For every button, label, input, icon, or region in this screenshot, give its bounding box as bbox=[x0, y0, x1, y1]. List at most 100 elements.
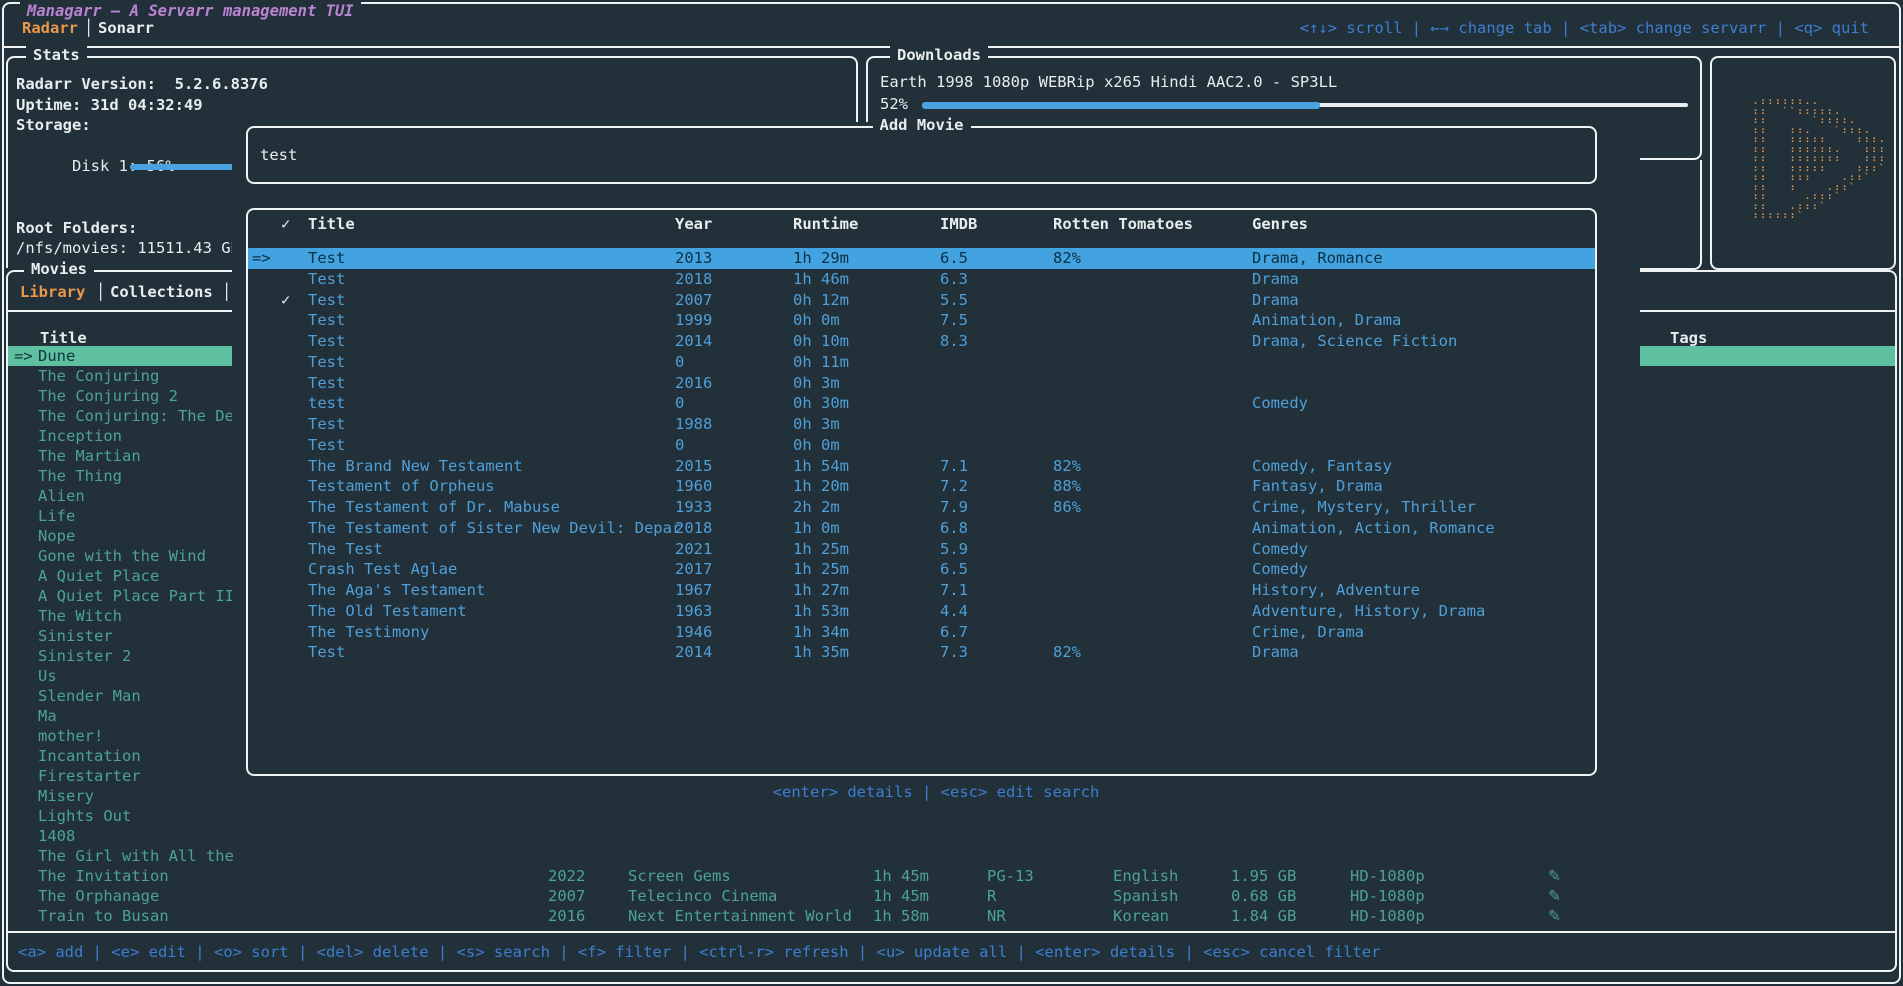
result-year: 1960 bbox=[675, 477, 713, 496]
movie-title: The Conjuring 2 bbox=[38, 387, 178, 405]
selection-arrow: => bbox=[252, 249, 271, 267]
result-imdb: 5.5 bbox=[940, 290, 968, 309]
movie-title: A Quiet Place Part II bbox=[38, 587, 234, 605]
movie-title: Firestarter bbox=[38, 767, 141, 785]
movie-title: Life bbox=[38, 507, 76, 525]
movies-tab-collections[interactable]: Collections bbox=[110, 283, 213, 301]
result-runtime: 0h 0m bbox=[793, 311, 840, 330]
result-title: The Brand New Testament bbox=[308, 456, 523, 475]
result-row[interactable]: Test 0 0h 0m bbox=[248, 435, 1595, 456]
movie-row[interactable]: 1408 bbox=[8, 826, 1895, 846]
result-row[interactable]: The Testimony 1946 1h 34m 6.7 Crime, Dra… bbox=[248, 622, 1595, 643]
movie-row[interactable]: The Thing bbox=[8, 466, 1895, 486]
result-row[interactable]: Testament of Orpheus 1960 1h 20m 7.2 88%… bbox=[248, 476, 1595, 497]
movie-row[interactable]: Train to Busan 2016 Next Entertainment W… bbox=[8, 906, 1895, 926]
tab-sonarr[interactable]: Sonarr bbox=[98, 19, 154, 37]
movie-row[interactable]: The Conjuring bbox=[8, 366, 1895, 386]
movie-row[interactable]: Slender Man bbox=[8, 686, 1895, 706]
movie-row[interactable]: The Conjuring 2 bbox=[8, 386, 1895, 406]
result-row[interactable]: Test 2014 0h 10m 8.3 Drama, Science Fict… bbox=[248, 331, 1595, 352]
movie-row[interactable]: mother! bbox=[8, 726, 1895, 746]
movie-title: Alien bbox=[38, 487, 85, 505]
result-title: Test bbox=[308, 290, 346, 309]
result-runtime: 1h 25m bbox=[793, 539, 849, 558]
movie-row[interactable]: Incantation bbox=[8, 746, 1895, 766]
result-runtime: 1h 20m bbox=[793, 477, 849, 496]
checkmark-icon: ✓ bbox=[281, 290, 291, 309]
result-title: Test bbox=[308, 373, 346, 392]
result-row[interactable]: The Testament of Dr. Mabuse 1933 2h 2m 7… bbox=[248, 497, 1595, 518]
movie-certification: PG-13 bbox=[987, 867, 1034, 885]
movie-language: Spanish bbox=[1113, 887, 1179, 905]
result-row[interactable]: Test 1999 0h 0m 7.5 Animation, Drama bbox=[248, 310, 1595, 331]
result-row[interactable]: Test 0 0h 11m bbox=[248, 352, 1595, 373]
movie-row[interactable]: Ma bbox=[8, 706, 1895, 726]
movie-row[interactable]: A Quiet Place bbox=[8, 566, 1895, 586]
result-genres: Crime, Drama bbox=[1252, 622, 1364, 641]
result-year: 2013 bbox=[675, 249, 713, 267]
movie-row[interactable]: Misery bbox=[8, 786, 1895, 806]
movie-language: English bbox=[1113, 867, 1179, 885]
movie-title: The Witch bbox=[38, 607, 122, 625]
storage-label: Storage: bbox=[16, 116, 91, 134]
result-row[interactable]: Crash Test Aglae 2017 1h 25m 6.5 Comedy bbox=[248, 559, 1595, 580]
movie-row[interactable]: The Orphanage 2007 Telecinco Cinema 1h 4… bbox=[8, 886, 1895, 906]
result-row[interactable]: The Test 2021 1h 25m 5.9 Comedy bbox=[248, 539, 1595, 560]
result-row[interactable]: Test 2018 1h 46m 6.3 Drama bbox=[248, 269, 1595, 290]
result-title: Testament of Orpheus bbox=[308, 477, 495, 496]
movie-title: The Girl with All the bbox=[38, 847, 234, 865]
movie-title: mother! bbox=[38, 727, 104, 745]
result-year: 1988 bbox=[675, 415, 713, 433]
result-row[interactable]: Test 1988 0h 3m bbox=[248, 414, 1595, 435]
result-year: 0 bbox=[675, 394, 685, 413]
movies-footer-divider bbox=[8, 931, 1895, 933]
result-genres: Animation, Drama bbox=[1252, 311, 1402, 330]
result-genres: Drama, Romance bbox=[1252, 249, 1383, 267]
tag-icon: ✎ bbox=[1548, 887, 1561, 905]
movie-row[interactable]: Sinister 2 bbox=[8, 646, 1895, 666]
movies-tab-library[interactable]: Library bbox=[20, 283, 86, 301]
movie-row[interactable]: Nope bbox=[8, 526, 1895, 546]
result-runtime: 1h 35m bbox=[793, 643, 849, 662]
result-year: 1999 bbox=[675, 311, 713, 330]
movie-row[interactable]: The Girl with All the bbox=[8, 846, 1895, 866]
result-row[interactable]: Test 2016 0h 3m bbox=[248, 373, 1595, 394]
movie-title: Inception bbox=[38, 427, 122, 445]
movies-tab-separator-2: │ bbox=[222, 283, 232, 301]
result-genres: Drama bbox=[1252, 290, 1299, 309]
movie-row[interactable]: The Witch bbox=[8, 606, 1895, 626]
result-row[interactable]: The Aga's Testament 1967 1h 27m 7.1 Hist… bbox=[248, 580, 1595, 601]
result-row[interactable]: test 0 0h 30m Comedy bbox=[248, 393, 1595, 414]
movie-row[interactable]: The Conjuring: The De bbox=[8, 406, 1895, 426]
result-year: 2015 bbox=[675, 456, 713, 475]
result-row[interactable]: ✓ Test 2007 0h 12m 5.5 Drama bbox=[248, 290, 1595, 311]
tab-radarr[interactable]: Radarr bbox=[22, 19, 78, 37]
result-row[interactable]: The Brand New Testament 2015 1h 54m 7.1 … bbox=[248, 456, 1595, 477]
movie-studio: Telecinco Cinema bbox=[628, 887, 778, 905]
movie-title: Sinister bbox=[38, 627, 113, 645]
movie-row[interactable]: The Martian bbox=[8, 446, 1895, 466]
movie-year: 2016 bbox=[548, 907, 586, 925]
result-rotten-tomatoes: 86% bbox=[1053, 498, 1081, 516]
movie-row[interactable]: Inception bbox=[8, 426, 1895, 446]
movie-row[interactable]: Alien bbox=[8, 486, 1895, 506]
result-row[interactable]: => Test 2013 1h 29m 6.5 82% Drama, Roman… bbox=[248, 248, 1595, 269]
movie-search-input[interactable]: Add Movie test bbox=[246, 116, 1597, 184]
movie-row[interactable]: Us bbox=[8, 666, 1895, 686]
result-title: Test bbox=[308, 352, 346, 371]
movie-row[interactable]: Sinister bbox=[8, 626, 1895, 646]
movie-row[interactable]: Gone with the Wind bbox=[8, 546, 1895, 566]
result-rotten-tomatoes: 82% bbox=[1053, 456, 1081, 475]
movie-title: Lights Out bbox=[38, 807, 132, 825]
movie-row[interactable]: The Invitation 2022 Screen Gems 1h 45m P… bbox=[8, 866, 1895, 886]
movie-size: 1.95 GB bbox=[1231, 867, 1297, 885]
movie-row[interactable]: Lights Out bbox=[8, 806, 1895, 826]
movie-title: The Conjuring: The De bbox=[38, 407, 234, 425]
movie-row[interactable]: Firestarter bbox=[8, 766, 1895, 786]
movie-row[interactable]: Life bbox=[8, 506, 1895, 526]
movie-row[interactable]: A Quiet Place Part II bbox=[8, 586, 1895, 606]
result-row[interactable]: Test 2014 1h 35m 7.3 82% Drama bbox=[248, 642, 1595, 663]
movie-quality: HD-1080p bbox=[1350, 887, 1425, 905]
result-row[interactable]: The Old Testament 1963 1h 53m 4.4 Advent… bbox=[248, 601, 1595, 622]
result-row[interactable]: The Testament of Sister New Devil: Depar… bbox=[248, 518, 1595, 539]
